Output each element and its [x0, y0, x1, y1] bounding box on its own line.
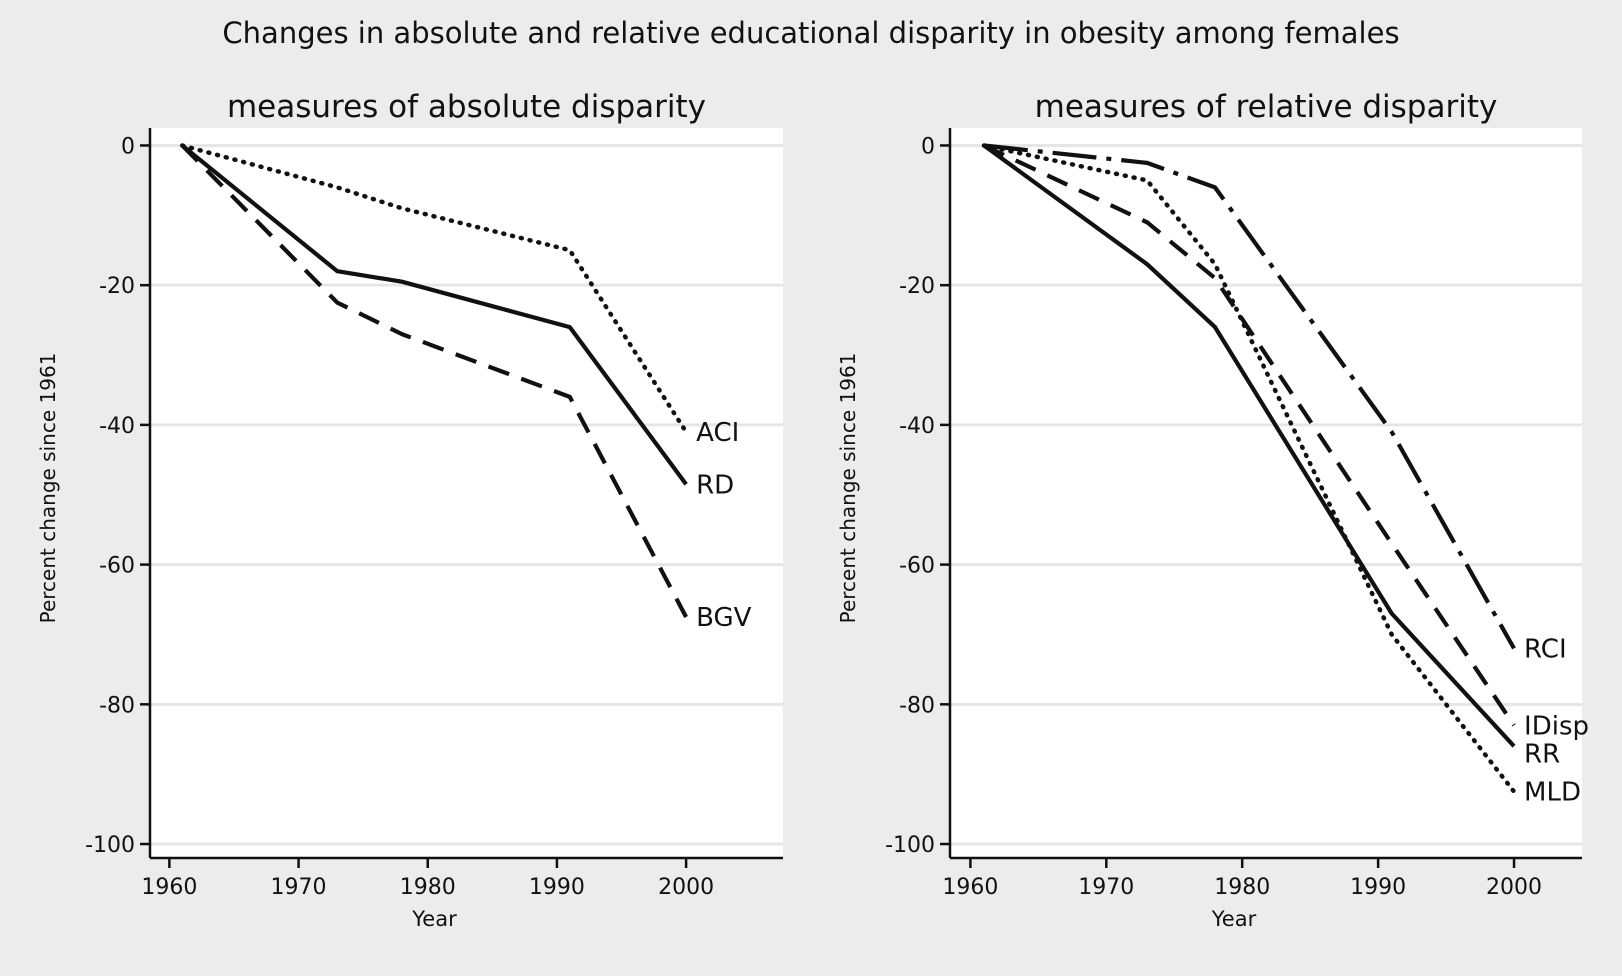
- figure-title: Changes in absolute and relative educati…: [222, 16, 1399, 50]
- y-tick-label: 0: [121, 134, 135, 159]
- plot-area: [950, 128, 1582, 858]
- y-tick-label: -40: [899, 414, 935, 439]
- series-line-rr: [982, 143, 1516, 748]
- y-tick-label: -20: [899, 274, 935, 299]
- series-label-idisp: IDisp: [1524, 711, 1589, 741]
- y-tick-label: -60: [899, 554, 935, 579]
- x-tick-label: 1980: [400, 875, 456, 900]
- y-axis-title: Percent change since 1961: [36, 353, 60, 624]
- y-tick-label: 0: [921, 134, 935, 159]
- series-label-rci: RCI: [1524, 634, 1567, 664]
- x-tick-label: 1990: [529, 875, 585, 900]
- series-line-idisp: [983, 143, 1516, 727]
- x-tick-label: 1960: [141, 875, 197, 900]
- series-label-mld: MLD: [1524, 778, 1581, 808]
- chart-panel-1: measures of absolute disparity 0 -20 -40 -60…: [36, 89, 783, 931]
- x-axis-title: Year: [411, 907, 457, 931]
- series-line-mld: [981, 143, 1517, 794]
- y-axis-title: Percent change since 1961: [836, 353, 860, 624]
- series-line-rci: [983, 143, 1516, 650]
- x-tick-label: 2000: [1486, 875, 1542, 900]
- y-tick-label: -100: [85, 833, 135, 858]
- x-tick-label: 1970: [271, 875, 327, 900]
- x-axis-title: Year: [1211, 907, 1257, 931]
- series-label-bgv: BGV: [696, 603, 752, 633]
- series-label-rr: RR: [1524, 739, 1560, 769]
- series-line-rd: [180, 143, 688, 486]
- series-label-aci: ACI: [696, 418, 739, 448]
- y-tick-label: -40: [99, 414, 135, 439]
- series-line-aci: [180, 143, 689, 435]
- x-tick-label: 2000: [658, 875, 714, 900]
- series-label-rd: RD: [696, 470, 734, 500]
- y-tick-label: -60: [99, 554, 135, 579]
- x-tick-label: 1990: [1350, 875, 1406, 900]
- y-tick-label: -20: [99, 274, 135, 299]
- x-tick-label: 1980: [1214, 875, 1270, 900]
- x-tick-label: 1960: [942, 875, 998, 900]
- panel-title: measures of relative disparity: [1035, 89, 1498, 125]
- plot-area: [150, 128, 783, 858]
- y-tick-label: -80: [99, 693, 135, 718]
- panel-title: measures of absolute disparity: [227, 89, 706, 125]
- y-tick-label: -100: [885, 833, 935, 858]
- chart-panels: measures of absolute disparity 0 -20 -40 -60…: [36, 89, 1589, 931]
- y-tick-label: -80: [899, 693, 935, 718]
- x-tick-label: 1970: [1078, 875, 1134, 900]
- series-line-bgv: [180, 144, 688, 618]
- chart-panel-2: measures of relative disparity 0 -20 -40 -60…: [836, 89, 1589, 931]
